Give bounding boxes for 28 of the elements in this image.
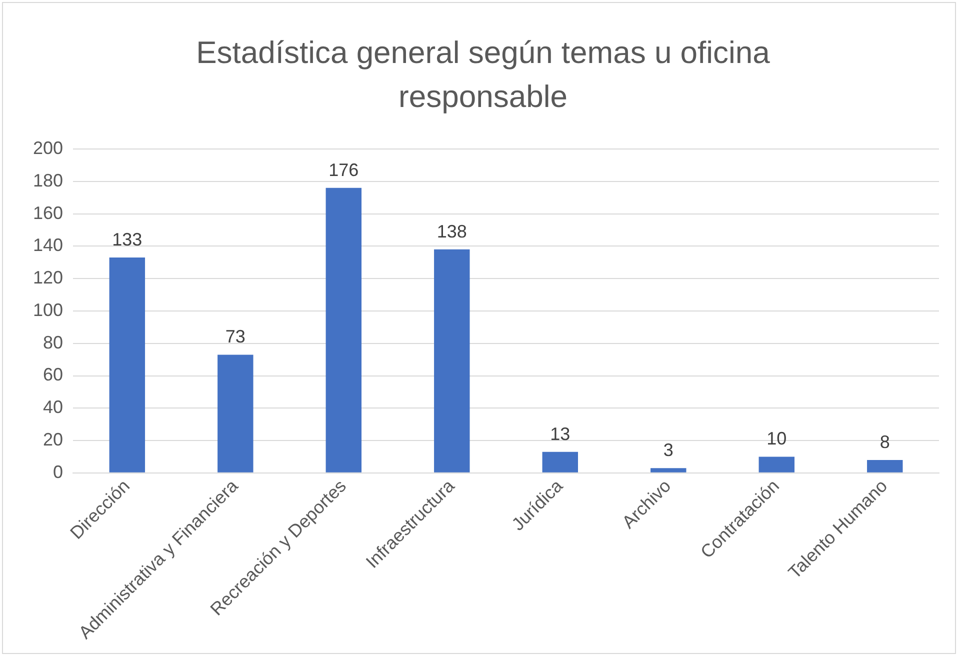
chart-title: Estadística general según temas u oficina responsable — [195, 34, 771, 116]
data-label: 8 — [880, 432, 890, 452]
bar — [109, 258, 146, 472]
bar — [542, 452, 578, 472]
bar — [434, 249, 470, 472]
y-tick-label: 60 — [43, 364, 64, 385]
y-tick-label: 80 — [43, 332, 64, 352]
bar — [218, 354, 254, 472]
data-label: 3 — [663, 440, 674, 460]
data-label: 176 — [328, 160, 359, 180]
data-label: 138 — [436, 221, 467, 242]
y-tick-label: 120 — [32, 268, 64, 288]
bar — [758, 456, 794, 472]
y-tick-label: 20 — [43, 430, 64, 450]
data-label: 73 — [225, 326, 246, 347]
data-label: 10 — [766, 428, 787, 449]
data-label: 133 — [112, 229, 142, 250]
y-tick-label: 100 — [32, 300, 64, 320]
y-tick-label: 140 — [32, 235, 64, 256]
y-tick-label: 180 — [32, 170, 64, 190]
y-tick-label: 160 — [32, 202, 64, 223]
bar — [326, 188, 362, 472]
y-tick-label: 0 — [53, 462, 64, 482]
data-label: 13 — [550, 424, 570, 444]
bar — [650, 468, 686, 472]
bar — [867, 460, 903, 472]
y-tick-label: 40 — [43, 397, 64, 418]
y-tick-label: 200 — [32, 138, 64, 158]
